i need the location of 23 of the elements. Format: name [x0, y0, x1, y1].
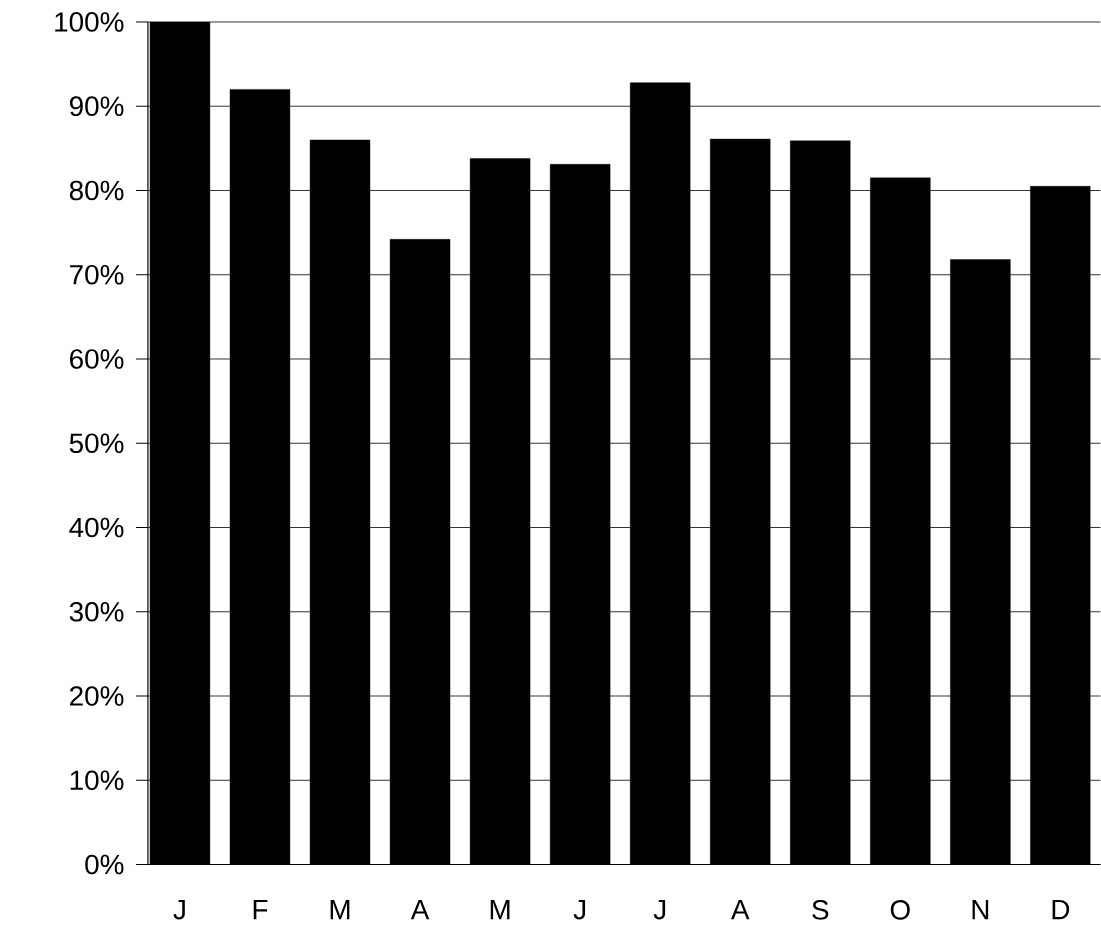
- x-tick-label: A: [730, 899, 750, 919]
- y-tick-label: 100%: [55, 11, 124, 32]
- y-tick-label: 50%: [69, 433, 124, 453]
- y-tick-label: 60%: [70, 348, 124, 369]
- y-tick-label: 80%: [69, 180, 124, 201]
- x-tick-label: J: [653, 899, 666, 920]
- x-tick-label: N: [972, 899, 989, 919]
- x-tick-label: J: [173, 899, 185, 920]
- x-tick-label: M: [330, 899, 350, 919]
- x-tick-label: M: [490, 899, 510, 919]
- y-tick-label: 90%: [69, 96, 124, 116]
- y-tick-label: 10%: [70, 770, 124, 790]
- x-tick-label: S: [812, 899, 829, 920]
- y-tick-label: 40%: [69, 517, 124, 538]
- x-tick-label: J: [573, 899, 586, 920]
- x-tick-label: O: [890, 899, 910, 920]
- y-tick-label: 0%: [85, 854, 124, 875]
- x-tick-label: F: [253, 899, 268, 919]
- y-tick-label: 20%: [70, 685, 124, 706]
- x-tick-label: A: [410, 899, 430, 919]
- y-tick-label: 30%: [69, 601, 124, 622]
- x-tick-label: D: [1052, 899, 1070, 919]
- y-tick-label: 70%: [70, 264, 124, 285]
